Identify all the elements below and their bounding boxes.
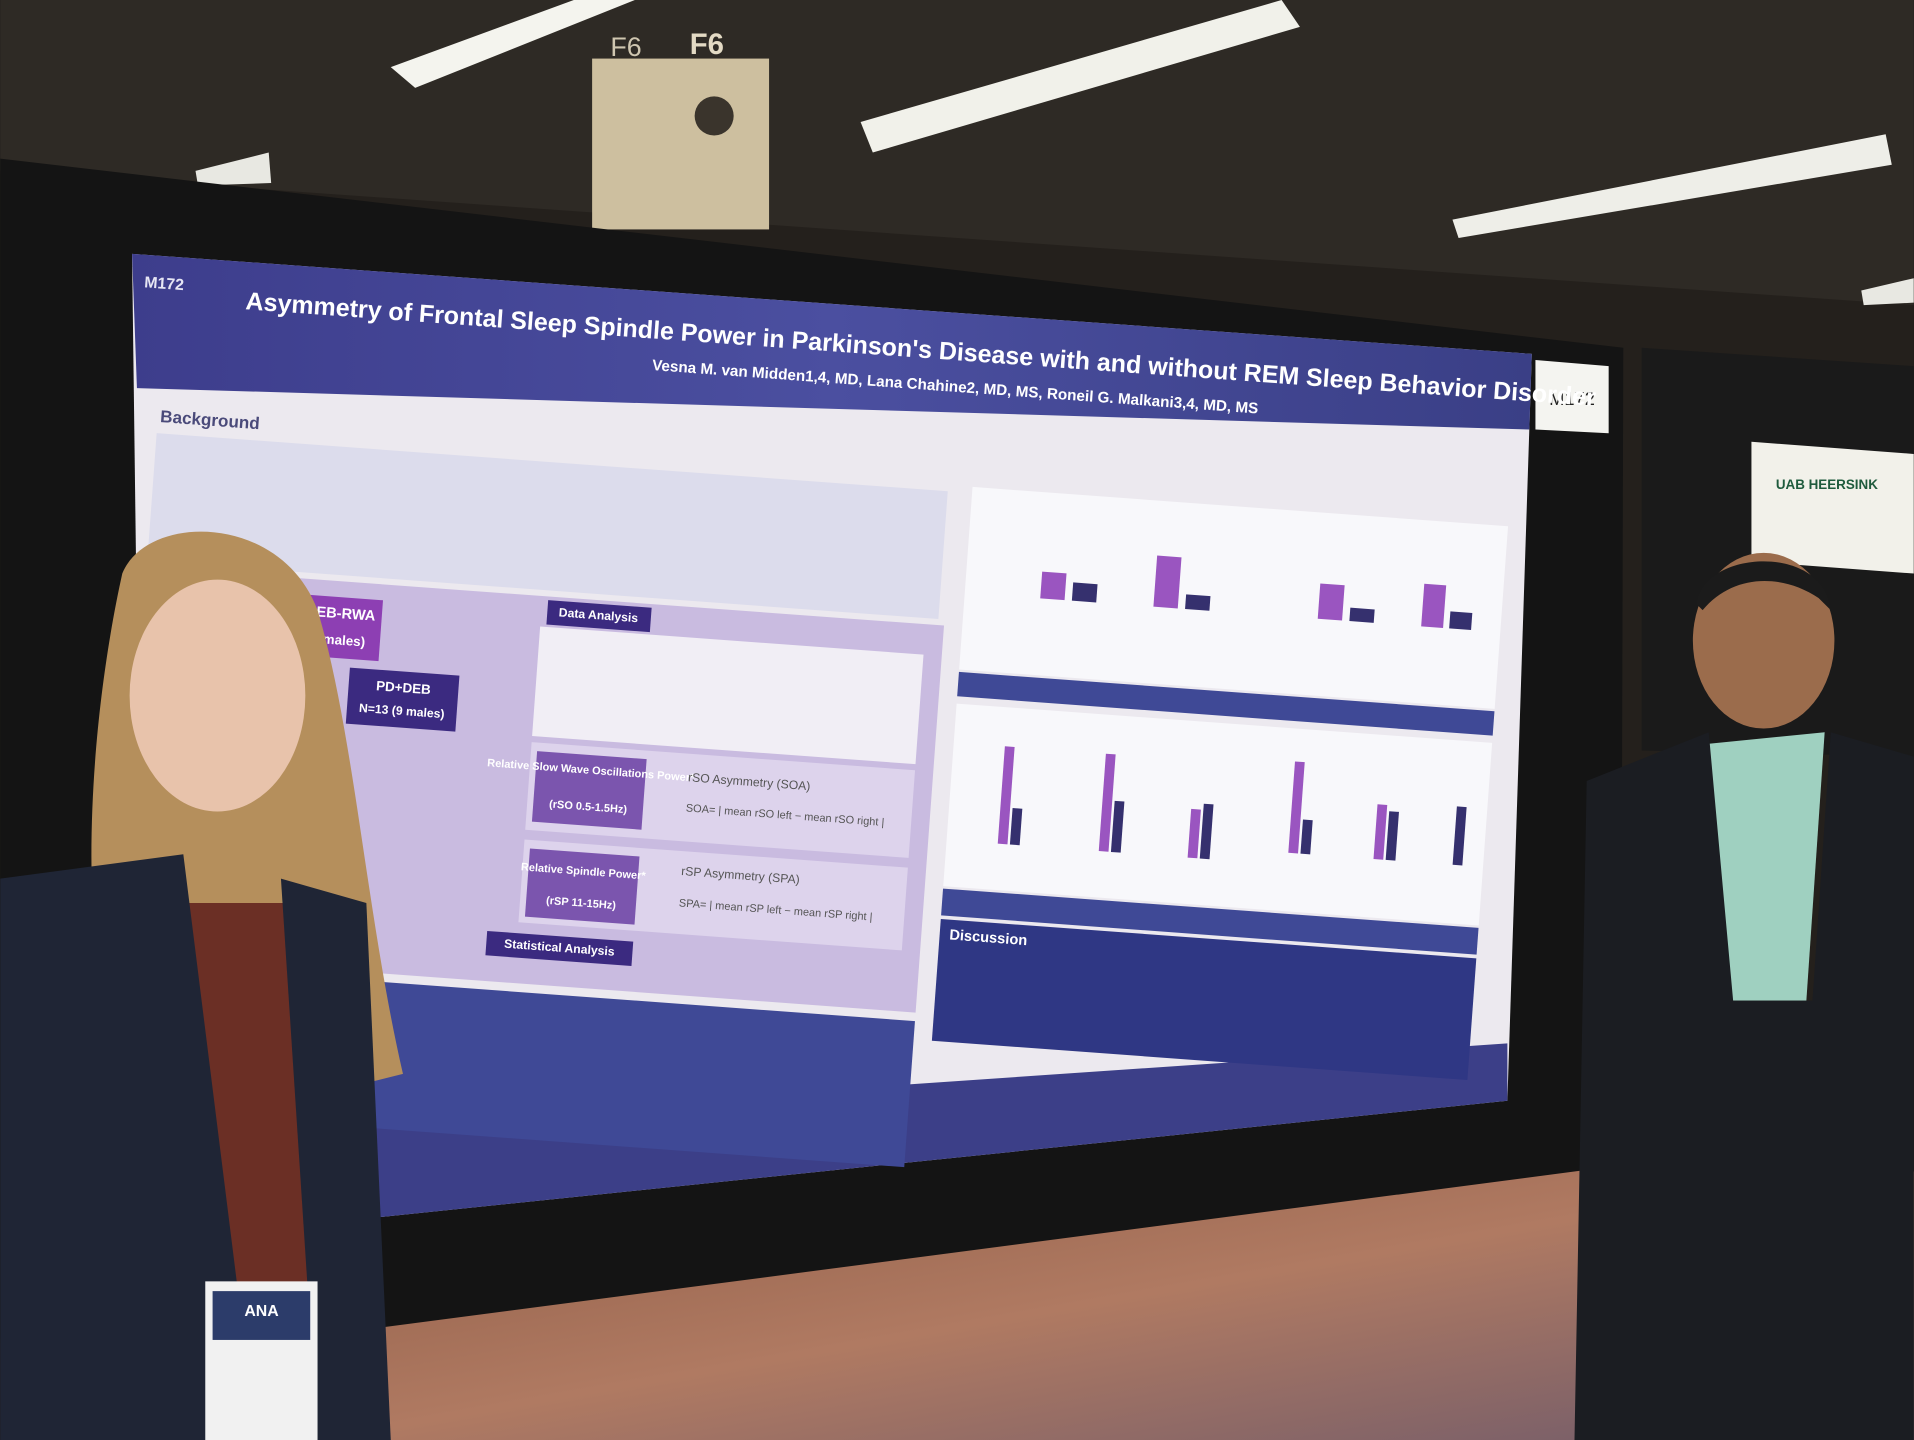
poster-id: M172: [144, 274, 185, 294]
neighbor-poster: [1751, 441, 1914, 574]
jacket: [0, 854, 257, 1440]
measure-box: [524, 848, 640, 925]
ceiling-sign: F6: [690, 28, 724, 61]
shirt: [1702, 732, 1825, 1001]
figure-bar: [1452, 806, 1467, 866]
neighbor-sign: UAB HEERSINK: [1776, 477, 1878, 492]
badge-banner: [212, 1291, 311, 1340]
measure-band: (rSO 0.5-1.5Hz): [549, 798, 628, 816]
section-heading: Data Analysis: [558, 605, 639, 625]
figure-bar: [1300, 819, 1313, 855]
face: [1692, 552, 1835, 729]
figure-bar: [997, 746, 1015, 845]
ceiling-light: [1452, 134, 1892, 238]
figure-bar: [1153, 555, 1182, 609]
ceiling-light: [195, 152, 272, 186]
figure-bar: [1187, 808, 1201, 859]
measure-band: (rSP 11-15Hz): [546, 895, 617, 912]
face: [129, 579, 306, 812]
figure-bar: [1349, 607, 1375, 623]
group-box: [345, 667, 460, 732]
person-left: ANA: [0, 531, 403, 1440]
figure-bar: [1373, 804, 1388, 860]
discussion-block: [931, 918, 1477, 1081]
jacket: [1574, 732, 1914, 1440]
figure-bar: [1449, 611, 1473, 630]
figure-bar: [1199, 803, 1214, 860]
figure-caption: [941, 888, 1479, 955]
figure-bar: [1098, 753, 1116, 852]
ceiling-sign: F6: [610, 32, 641, 62]
measure-box: [531, 751, 647, 830]
poster-footer: [348, 1043, 1508, 1221]
pillar-fixture: [694, 96, 734, 136]
group-count: N=13 (9 males): [359, 701, 445, 721]
figure-bar: [1009, 808, 1023, 846]
ceiling-light: [860, 0, 1300, 153]
figure-bar: [1421, 583, 1447, 628]
data-analysis-box: [532, 626, 924, 765]
group-label: PD+DEB: [376, 678, 432, 697]
ceiling-light: [390, 0, 635, 88]
hair: [1696, 561, 1831, 611]
figure-bar: [1040, 571, 1067, 601]
section-tab: [546, 600, 652, 633]
pillar: [592, 58, 770, 230]
figure-bar: [1288, 761, 1305, 854]
figure-bar: [1071, 582, 1098, 603]
board-tag-text: M172: [1549, 388, 1595, 409]
figure-caption: [957, 671, 1495, 736]
figure-bar: [1385, 811, 1399, 861]
figure-panel: [943, 703, 1493, 926]
ceiling-light: [1861, 278, 1914, 306]
ceiling-panel: [0, 0, 1914, 306]
section-tab: [485, 930, 634, 967]
background-block: [147, 433, 948, 620]
figure-bar: [1317, 583, 1345, 621]
person-right: [1574, 552, 1914, 1440]
figure-bar: [1185, 594, 1211, 611]
section-heading: Discussion: [949, 927, 1028, 949]
poster-header: [132, 253, 1532, 430]
figure-panel: [959, 486, 1509, 709]
badge-text: ANA: [244, 1303, 279, 1320]
board-tag: [1535, 360, 1609, 434]
figure-bar: [1110, 800, 1125, 853]
